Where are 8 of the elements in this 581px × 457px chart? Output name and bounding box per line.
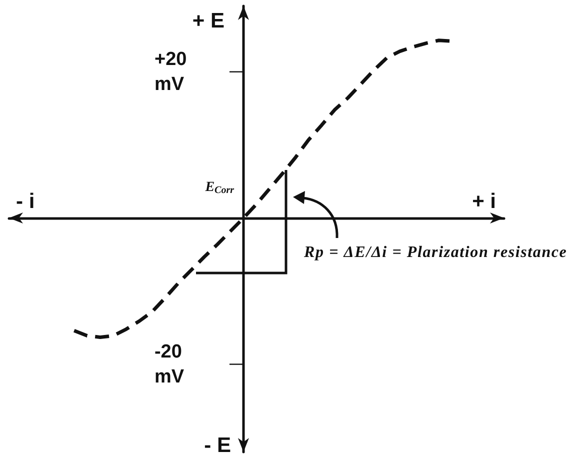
y-tick-label: -20 mV	[154, 341, 188, 388]
annotation: Rp = ΔE/Δi = Plarization resistance	[303, 244, 568, 260]
annotation: - E	[204, 434, 231, 456]
x-axis-title: + i	[472, 190, 496, 214]
annotation: - i	[16, 190, 35, 212]
annotation: E$_{Corr}$	[204, 180, 234, 196]
y-tick-label: +20 mV	[154, 48, 192, 95]
y-axis-title: + E	[192, 10, 224, 32]
